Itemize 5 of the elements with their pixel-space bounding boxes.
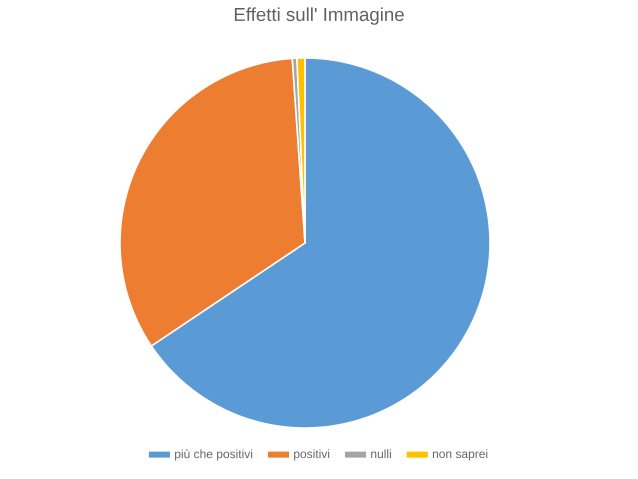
legend-label: non saprei bbox=[432, 449, 488, 460]
legend-label: nulli bbox=[371, 449, 391, 458]
legend-label: più che positivi bbox=[175, 449, 252, 461]
chart-title: Effetti sull' Immagine bbox=[234, 7, 404, 25]
legend-label: positivi bbox=[294, 449, 330, 460]
